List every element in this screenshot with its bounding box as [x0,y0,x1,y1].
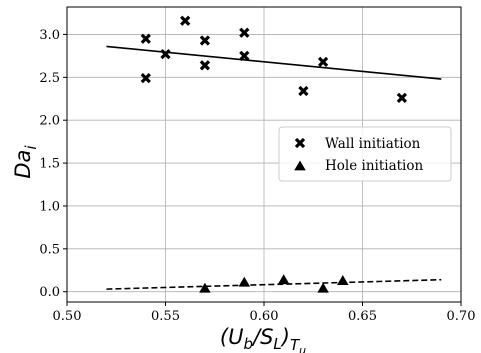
wall-initiation-point [199,35,211,46]
legend-box [278,126,452,182]
hole-initiation-point [337,275,349,285]
wall-initiation-point [298,85,309,97]
y-tick-label: 3.0 [39,28,60,43]
x-tick-label: 0.60 [250,309,279,324]
data-points [140,15,408,293]
legend-label: Wall initiation [325,136,421,152]
wall-initiation-point [199,60,211,71]
legend-label: Hole initiation [325,158,423,174]
legend: Wall initiation Hole initiation [278,126,452,182]
ticks: 0.50 0.55 0.60 0.65 0.70 0.0 0.5 1.0 1.5 2.0 2.5 3.… [39,28,475,324]
wall-initiation-point [140,73,151,84]
wall-initiation-point [160,49,171,60]
x-tick-label: 0.55 [151,309,180,324]
hole-initiation-point [277,274,290,285]
wall-initiation-point [180,15,191,26]
wall-initiation-point [239,50,250,62]
y-tick-label: 2.5 [39,71,60,86]
y-tick-label: 2.0 [39,114,60,129]
x-axis-label: (Ub/SL)Tu [220,325,306,353]
hole-initiation-point [199,282,211,293]
hole-initiation-point [317,282,329,293]
y-axis-label: Dai [11,145,40,179]
x-tick-label: 0.65 [348,309,377,324]
x-tick-label: 0.70 [447,309,476,324]
hole-initiation-point [238,276,251,287]
hole-fit-line [106,278,442,290]
y-tick-label: 1.5 [39,157,60,172]
wall-initiation-point [317,56,329,68]
wall-initiation-point [396,92,408,104]
y-tick-label: 1.0 [39,199,60,214]
wall-initiation-point [239,27,250,38]
y-tick-label: 0.0 [39,285,60,300]
legend-wall-marker [294,137,306,149]
legend-hole-marker [294,160,306,171]
wall-initiation-point [140,33,151,44]
x-tick-label: 0.50 [53,309,82,324]
y-tick-label: 0.5 [39,242,60,257]
wall-fit-line [106,45,442,80]
